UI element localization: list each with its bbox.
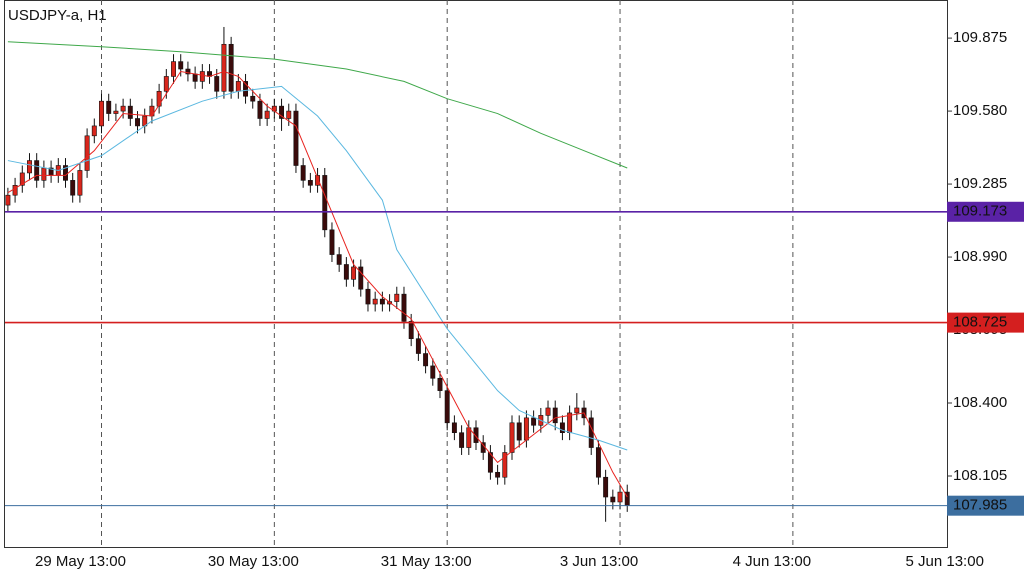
- candle-body: [135, 118, 140, 127]
- candle-body: [84, 135, 90, 171]
- plot-frame: [4, 0, 948, 548]
- candle-body: [379, 298, 385, 305]
- candle-body: [113, 110, 119, 114]
- candle-body: [279, 105, 285, 119]
- candle-body: [329, 229, 335, 255]
- x-tick-label: 31 May 13:00: [381, 553, 472, 570]
- candle-body: [77, 170, 83, 196]
- candle-body: [243, 81, 249, 97]
- candle-body: [451, 422, 457, 434]
- y-tick-label: 108.105: [953, 467, 1007, 484]
- candle-body: [127, 105, 133, 119]
- candle-body: [235, 81, 241, 92]
- candle-body: [595, 447, 601, 478]
- candle-body: [185, 68, 191, 75]
- candle-body: [343, 264, 349, 280]
- candle-body: [502, 452, 508, 478]
- candle-body: [394, 293, 400, 302]
- price-level-tag: [947, 201, 1024, 222]
- candle-body: [365, 288, 371, 305]
- candle-body: [552, 407, 558, 424]
- x-tick-label: 4 Jun 13:00: [733, 553, 811, 570]
- candle-body: [214, 76, 220, 92]
- x-tick-label: 5 Jun 13:00: [906, 553, 984, 570]
- candle-body: [617, 491, 623, 503]
- candle-body: [286, 110, 292, 119]
- candle-body: [408, 321, 414, 339]
- candle-body: [509, 422, 515, 453]
- price-level-tag: [947, 495, 1024, 516]
- candle-body: [559, 422, 565, 434]
- candle-body: [415, 338, 421, 354]
- x-tick-label: 3 Jun 13:00: [560, 553, 638, 570]
- candle-body: [487, 452, 493, 473]
- moving-average: [7, 41, 628, 169]
- candle-body: [228, 43, 234, 92]
- candle-body: [27, 160, 32, 174]
- candle-body: [423, 353, 429, 367]
- candle-body: [437, 377, 443, 391]
- y-tick-label: 108.400: [953, 394, 1007, 411]
- candle-body: [221, 43, 227, 92]
- x-tick-label: 29 May 13:00: [35, 553, 126, 570]
- candle-body: [120, 105, 126, 112]
- y-tick-label: 109.285: [953, 175, 1007, 192]
- candle-body: [178, 61, 184, 70]
- candle-body: [199, 71, 205, 82]
- candle-body: [41, 167, 47, 181]
- y-tick-label: 109.875: [953, 29, 1007, 46]
- candle-body: [171, 61, 176, 77]
- price-level-label: 107.985: [953, 497, 1007, 514]
- candle-body: [336, 254, 342, 265]
- candle-body: [351, 266, 357, 280]
- moving-average: [7, 70, 628, 498]
- candle-body: [444, 390, 450, 424]
- candle-body: [574, 407, 580, 414]
- candle-body: [315, 175, 321, 186]
- price-level-label: 109.173: [953, 203, 1007, 220]
- candle-body: [372, 298, 378, 305]
- candle-body: [545, 407, 551, 416]
- candle-body: [588, 417, 594, 448]
- candle-body: [99, 100, 104, 127]
- candle-body: [610, 496, 616, 503]
- candle-body: [264, 110, 270, 119]
- y-tick-label: 109.580: [953, 102, 1007, 119]
- candle-body: [91, 125, 97, 137]
- moving-average: [7, 85, 628, 451]
- candle-body: [531, 417, 537, 426]
- candle-body: [106, 100, 112, 114]
- candle-body: [257, 100, 263, 119]
- price-level-tag: [947, 312, 1024, 333]
- y-tick-label: 108.990: [953, 248, 1007, 265]
- candle-body: [34, 160, 40, 181]
- candle-body: [603, 476, 609, 498]
- candle-body: [70, 180, 76, 196]
- x-tick-label: 30 May 13:00: [208, 553, 299, 570]
- candle-body: [495, 471, 501, 478]
- candle-body: [358, 266, 364, 290]
- candle-body: [523, 417, 529, 441]
- candle-body: [307, 180, 313, 186]
- candle-body: [156, 90, 162, 107]
- candle-body: [322, 175, 328, 231]
- candle-body: [459, 432, 465, 448]
- candle-body: [516, 422, 522, 441]
- candle-body: [19, 172, 25, 186]
- candle-body: [430, 365, 436, 379]
- price-level-label: 108.725: [953, 314, 1007, 331]
- candle-body: [192, 73, 198, 82]
- chart-title: USDJPY-a, H1: [8, 7, 107, 24]
- candle-body: [293, 110, 299, 166]
- candle-body: [250, 95, 256, 102]
- candle-body: [163, 76, 169, 92]
- candle-body: [401, 293, 407, 322]
- candle-body: [12, 185, 18, 196]
- candle-body: [466, 427, 472, 448]
- candle-body: [5, 194, 11, 206]
- candle-body: [473, 427, 479, 443]
- candle-body: [300, 165, 306, 181]
